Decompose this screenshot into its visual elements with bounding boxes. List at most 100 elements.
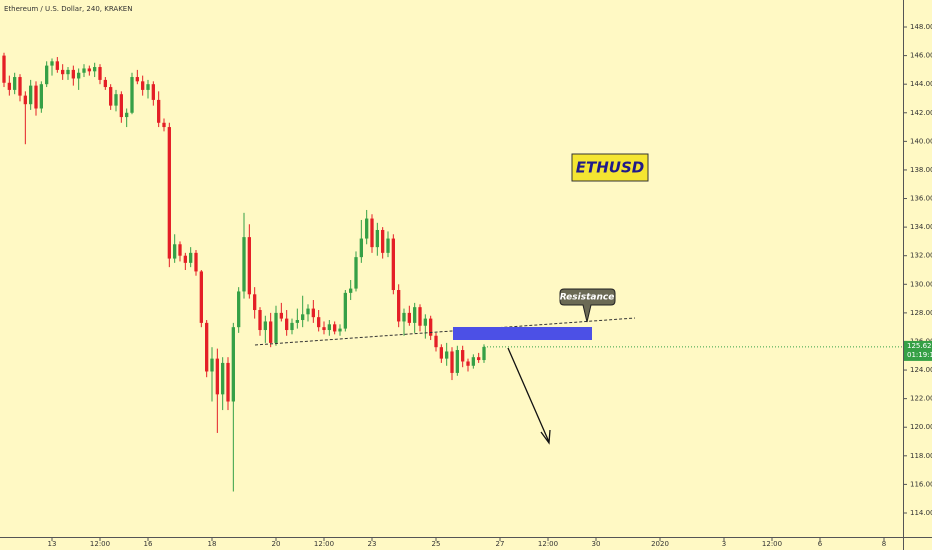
candle-body <box>327 324 331 331</box>
y-tick-label: 146.00 <box>910 52 932 60</box>
x-tick-label: 23 <box>368 540 377 548</box>
candle-body <box>66 69 70 75</box>
arrow-head <box>540 429 551 445</box>
y-tick-label: 130.00 <box>910 280 932 288</box>
candle-body <box>349 288 353 293</box>
candle-body <box>125 112 129 118</box>
candle-body <box>413 307 417 323</box>
x-tick-label: 2020 <box>651 540 669 548</box>
candle-body <box>445 351 449 359</box>
candle-body <box>210 358 214 372</box>
candle-body <box>13 77 17 90</box>
candle-body <box>55 61 59 70</box>
y-tick-label: 138.00 <box>910 166 932 174</box>
y-tick-label: 120.00 <box>910 423 932 431</box>
candle-body <box>306 308 310 315</box>
candle-body <box>301 314 305 321</box>
y-tick-label: 136.00 <box>910 195 932 203</box>
x-tick-label: 30 <box>592 540 601 548</box>
y-tick-label: 144.00 <box>910 80 932 88</box>
countdown-label: 01:19:13 <box>907 351 932 359</box>
candle-body <box>109 87 113 106</box>
candle-body <box>82 68 86 73</box>
candle-body <box>237 291 241 328</box>
y-tick-label: 128.00 <box>910 309 932 317</box>
candle-body <box>397 290 401 322</box>
candle-body <box>130 77 134 113</box>
last-price-box <box>904 340 932 361</box>
candle-body <box>429 318 433 336</box>
candle-body <box>23 95 27 105</box>
candle-body <box>322 327 326 331</box>
candle-body <box>407 312 411 323</box>
candle-body <box>295 320 299 323</box>
candle-body <box>194 252 198 272</box>
x-tick-label: 3 <box>722 540 726 548</box>
candle-body <box>98 67 102 80</box>
x-tick-label: 12:00 <box>90 540 110 548</box>
y-tick-label: 134.00 <box>910 223 932 231</box>
candle-body <box>439 347 443 359</box>
candle-body <box>354 257 358 289</box>
candle-body <box>450 351 454 373</box>
candle-body <box>466 361 470 366</box>
candle-body <box>423 318 427 326</box>
candle-body <box>71 69 75 79</box>
candle-body <box>290 322 294 331</box>
resistance-zone <box>453 327 592 340</box>
symbol-label: ETHUSD <box>576 159 644 177</box>
candle-body <box>178 244 182 256</box>
candle-body <box>141 81 145 90</box>
y-tick-label: 140.00 <box>910 137 932 145</box>
candle-body <box>7 82 11 90</box>
candle-body <box>199 271 203 323</box>
y-tick-label: 118.00 <box>910 452 932 460</box>
candle-body <box>242 237 246 292</box>
plot <box>2 52 903 492</box>
candle-body <box>370 218 374 248</box>
candle-body <box>146 84 150 90</box>
candle-body <box>119 94 123 118</box>
candle-body <box>135 77 139 82</box>
candle-body <box>18 77 22 96</box>
candle-body <box>151 84 155 100</box>
candle-body <box>263 321 267 331</box>
candle-body <box>359 238 363 258</box>
x-tick-label: 13 <box>48 540 57 548</box>
candle-body <box>386 238 390 253</box>
callout-label: Resistance <box>560 293 615 303</box>
candle-body <box>247 237 251 295</box>
x-tick-label: 27 <box>496 540 505 548</box>
symbol-box <box>571 153 649 182</box>
candle-body <box>39 84 43 109</box>
candle-body <box>418 307 422 326</box>
x-tick-label: 12:00 <box>762 540 782 548</box>
candle-body <box>365 218 369 239</box>
candle-body <box>338 328 342 332</box>
y-tick-label: 148.00 <box>910 23 932 31</box>
x-tick-label: 6 <box>818 540 823 548</box>
arrow-shaft <box>507 347 550 443</box>
candle-body <box>317 317 321 328</box>
candle-body <box>103 79 107 88</box>
candle-body <box>279 312 283 319</box>
chart-title: Ethereum / U.S. Dollar, 240, KRAKEN <box>4 5 132 13</box>
x-tick-label: 12:00 <box>314 540 334 548</box>
y-tick-label: 122.00 <box>910 395 932 403</box>
candle-body <box>269 321 273 343</box>
candle-body <box>167 127 171 259</box>
candle-body <box>93 67 97 72</box>
candle-body <box>50 61 54 66</box>
candle-body <box>45 65 49 85</box>
candle-body <box>162 122 166 128</box>
candle-body <box>205 322 209 372</box>
x-tick-label: 16 <box>144 540 153 548</box>
candle-body <box>183 255 187 263</box>
candle-body <box>221 362 225 395</box>
candle-body <box>189 252 193 263</box>
candle-body <box>77 72 81 79</box>
candle-body <box>231 327 235 402</box>
candle-body <box>482 346 486 361</box>
y-tick-label: 124.00 <box>910 366 932 374</box>
